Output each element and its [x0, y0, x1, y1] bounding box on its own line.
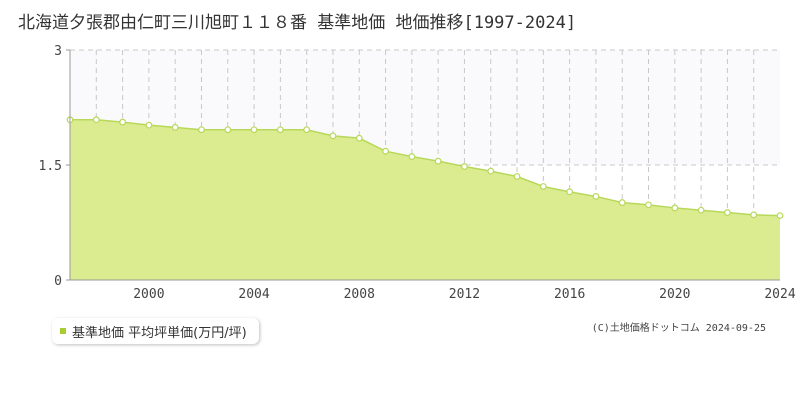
x-tick-label: 2008: [344, 287, 375, 302]
legend: 基準地価 平均坪単価(万円/坪): [52, 318, 259, 344]
x-tick-label: 2016: [554, 287, 585, 302]
x-tick-label: 2024: [764, 287, 795, 302]
data-point: [776, 212, 784, 220]
data-point: [355, 134, 363, 142]
axis-layer: 0 1.5 3 2000 2004 2008 2012 2016 2020 2024: [39, 44, 796, 302]
x-tick-label: 2020: [659, 287, 690, 302]
data-point: [671, 204, 679, 212]
data-point: [566, 188, 574, 196]
data-point: [487, 167, 495, 175]
series-area: [70, 119, 780, 281]
chart-title: 北海道夕張郡由仁町三川旭町１１８番 基準地価 地価推移[1997-2024]: [18, 13, 577, 33]
data-point: [382, 147, 389, 155]
x-tick-label: 2012: [449, 287, 480, 302]
data-point: [145, 121, 153, 129]
data-point: [329, 132, 337, 140]
legend-swatch: [60, 328, 66, 334]
data-point: [592, 193, 600, 200]
data-point: [250, 126, 258, 134]
y-tick-label: 1.5: [39, 159, 62, 174]
plot-layer: [66, 116, 784, 281]
data-point: [618, 199, 626, 206]
data-point: [92, 116, 100, 124]
data-point: [198, 126, 205, 134]
data-point: [408, 153, 416, 160]
data-point: [513, 173, 521, 180]
data-point: [539, 183, 547, 190]
data-point: [461, 163, 468, 170]
data-point: [224, 126, 232, 134]
y-tick-label: 3: [54, 44, 62, 59]
data-point: [276, 126, 284, 134]
copyright-text: (C)土地価格ドットコム 2024-09-25: [591, 323, 766, 334]
legend-label: 基準地価 平均坪単価(万円/坪): [72, 325, 247, 341]
x-tick-label: 2004: [238, 287, 269, 302]
data-point: [724, 209, 731, 216]
x-tick-label: 2000: [133, 287, 164, 302]
data-point: [750, 211, 758, 219]
data-point: [434, 157, 442, 165]
series-line: [70, 119, 781, 217]
y-tick-label: 0: [54, 274, 62, 289]
data-point: [645, 201, 652, 209]
data-point: [119, 118, 126, 126]
data-point: [171, 124, 179, 131]
data-point: [303, 126, 311, 134]
data-point: [697, 206, 705, 214]
